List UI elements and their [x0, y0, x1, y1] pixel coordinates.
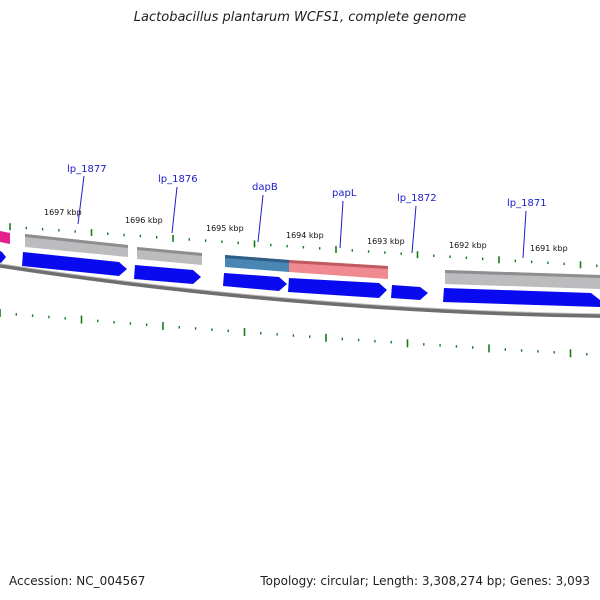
cds-arrow[interactable] — [134, 265, 201, 284]
cds-track — [0, 250, 600, 307]
gene-label-line — [77, 175, 85, 225]
outer-tick-track — [9, 223, 598, 269]
gene-label-lp-1872[interactable]: lp_1872 — [397, 193, 437, 204]
kbp-label: 1697 kbp — [44, 208, 82, 217]
inner-tick-track — [0, 309, 588, 358]
genome-backbone — [0, 263, 600, 318]
gene-label-line — [411, 205, 417, 254]
cds-arrow[interactable] — [391, 285, 428, 300]
kbp-label: 1694 kbp — [286, 231, 324, 240]
kbp-label: 1693 kbp — [367, 237, 405, 246]
cds-arrow[interactable] — [0, 250, 6, 263]
dapB-feature-edge — [225, 255, 289, 263]
gene-label-line — [171, 186, 178, 234]
gene-label-lp-1876[interactable]: lp_1876 — [158, 174, 198, 185]
accession-text: Accession: NC_004567 — [9, 574, 146, 588]
gray-feature[interactable] — [137, 247, 202, 256]
map-title: Lactobacillus plantarum WCFS1, complete … — [133, 10, 467, 25]
genome-backbone-highlight — [0, 263, 600, 315]
cds-arrow[interactable] — [288, 278, 387, 298]
gene-label-lines — [77, 175, 527, 259]
kbp-label: 1692 kbp — [449, 241, 487, 250]
gene-label-lp-1871[interactable]: lp_1871 — [507, 198, 547, 209]
gene-label-line — [257, 194, 264, 243]
gene-label-line — [339, 200, 344, 249]
gene-label-dapB[interactable]: dapB — [252, 182, 278, 193]
cds-arrow[interactable] — [223, 273, 287, 291]
feature-track — [0, 231, 600, 289]
papL-feature-edge — [289, 260, 388, 269]
gene-label-papL[interactable]: papL — [332, 188, 357, 199]
gray-feature[interactable] — [25, 234, 128, 248]
kbp-label: 1691 kbp — [530, 244, 568, 253]
topology-text: Topology: circular; Length: 3,308,274 bp… — [260, 574, 590, 588]
cds-arrow[interactable] — [443, 288, 600, 307]
gene-label-lp-1877[interactable]: lp_1877 — [67, 164, 107, 175]
pink-feature[interactable] — [0, 231, 10, 244]
kbp-label: 1695 kbp — [206, 224, 244, 233]
gene-label-line — [522, 210, 527, 259]
kbp-labels: 1697 kbp 1696 kbp 1695 kbp 1694 kbp 1693… — [44, 208, 568, 253]
gene-labels: lp_1877 lp_1876 dapB papL lp_1872 lp_187… — [67, 164, 547, 209]
cds-arrow[interactable] — [22, 252, 127, 276]
gray-feature[interactable] — [445, 270, 600, 278]
kbp-label: 1696 kbp — [125, 216, 163, 225]
